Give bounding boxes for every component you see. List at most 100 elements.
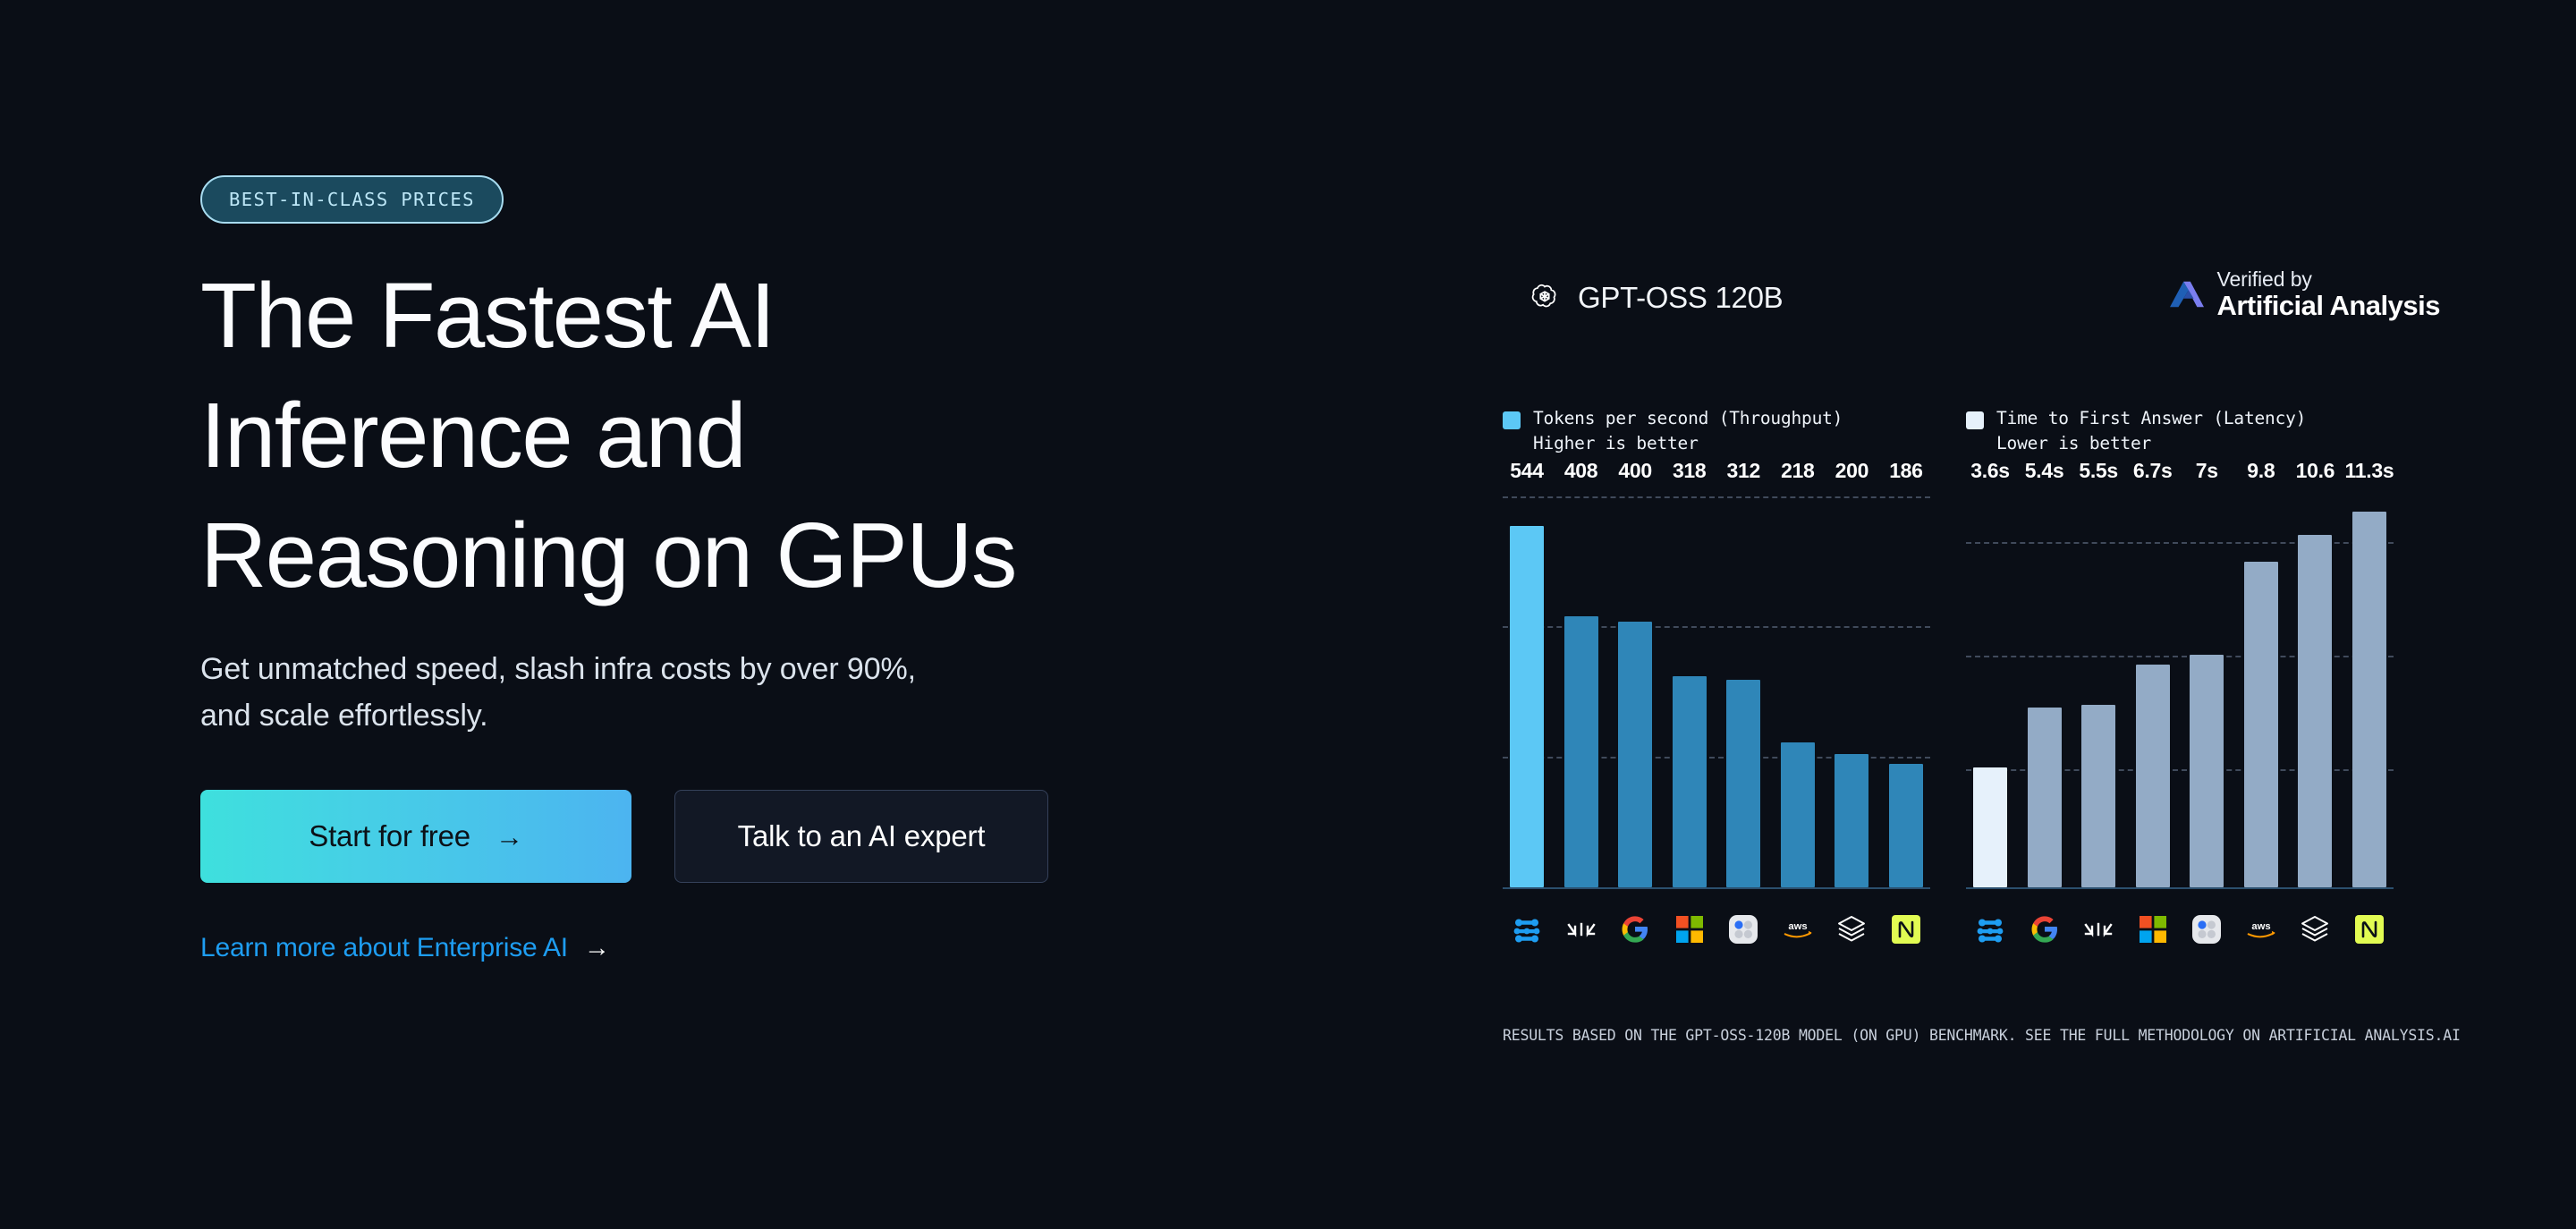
bar-rect: 408: [1563, 459, 1598, 887]
bar-sambanova: 5.5s: [2079, 459, 2118, 887]
nebius-logo-icon: [1510, 912, 1544, 946]
aws-logo-icon: aws: [1781, 912, 1815, 946]
model-tag: GPT-OSS 120B: [1528, 268, 1784, 315]
bar-value-label: 5.4s: [2024, 459, 2064, 482]
arrow-right-icon: →: [495, 820, 523, 852]
bar-nscale: 11.3s: [2345, 459, 2394, 887]
talk-to-ai-expert-button[interactable]: Talk to an AI expert: [674, 790, 1048, 884]
bar-rect: 9.8: [2243, 459, 2278, 887]
sambanova-logo-icon: [1564, 912, 1598, 946]
bar-nebius: 544: [1510, 459, 1544, 887]
microsoft-logo-icon: [2136, 912, 2170, 946]
bar-groq: 312: [1726, 459, 1760, 887]
bar-value-label: 318: [1672, 459, 1707, 482]
latency-legend-subtitle: Lower is better: [1996, 433, 2152, 454]
cta-button-row: Start for free → Talk to an AI expert: [200, 790, 1363, 884]
bar-microsoft: 6.7s: [2133, 459, 2173, 887]
throughput-bars: 544 408 400 318 312 218 200 186: [1503, 459, 1930, 887]
bar-aws: 218: [1780, 459, 1815, 887]
aws-logo-icon: aws: [2244, 912, 2278, 946]
latency-legend: Time to First Answer (Latency) Lower is …: [1966, 406, 2394, 465]
gridline: [1966, 656, 2394, 658]
bar-nscale: 186: [1888, 459, 1923, 887]
artificial-analysis-logo-icon: [2170, 277, 2205, 311]
gridline: [1966, 769, 2394, 772]
verified-by-badge: Verified by Artificial Analysis: [2170, 268, 2440, 320]
sambanova-logo-icon: [2081, 912, 2115, 946]
hero-subheading: Get unmatched speed, slash infra costs b…: [200, 646, 1148, 740]
throughput-legend-text: Tokens per second (Throughput) Higher is…: [1533, 406, 1843, 457]
bar-value-label: 5.5s: [2079, 459, 2118, 482]
throughput-legend-title: Tokens per second (Throughput): [1533, 408, 1843, 428]
bar-value-label: 218: [1781, 459, 1815, 482]
google-logo-icon: [2028, 912, 2062, 946]
latency-provider-logos: aws: [1966, 909, 2394, 950]
latency-legend-title: Time to First Answer (Latency): [1996, 408, 2307, 428]
subhead-line-1: Get unmatched speed, slash infra costs b…: [200, 651, 916, 686]
gridline: [1503, 496, 1930, 498]
bar-rect: 6.7s: [2133, 459, 2173, 887]
latency-legend-text: Time to First Answer (Latency) Lower is …: [1996, 406, 2306, 457]
verified-by-text: Verified by Artificial Analysis: [2216, 268, 2440, 321]
benchmark-panel: GPT-OSS 120B Verified by Artificial Anal…: [1503, 268, 2461, 1044]
bar-value-label: 408: [1563, 459, 1598, 482]
bar-value-label: 312: [1726, 459, 1761, 482]
legend-swatch-latency: [1966, 411, 1984, 429]
latency-plot-area: 3.6s 5.4s 5.5s 6.7s 7s 9.8 10.6 11.3s: [1966, 459, 2394, 889]
throughput-plot-area: 544 408 400 318 312 218 200 186: [1503, 459, 1930, 889]
bar-rect: 200: [1835, 459, 1868, 887]
latency-chart: Time to First Answer (Latency) Lower is …: [1966, 406, 2394, 950]
gridline: [1503, 626, 1930, 629]
microsoft-logo-icon: [1673, 912, 1707, 946]
bar-rect: 5.5s: [2079, 459, 2118, 887]
legend-swatch-throughput: [1503, 411, 1521, 429]
throughput-legend: Tokens per second (Throughput) Higher is…: [1503, 406, 1930, 465]
bar-rect: 318: [1672, 459, 1707, 887]
panel-header: GPT-OSS 120B Verified by Artificial Anal…: [1503, 268, 2451, 340]
bar-rect: 544: [1510, 459, 1544, 887]
start-for-free-button[interactable]: Start for free →: [200, 790, 631, 884]
groq-logo-icon: [1726, 912, 1760, 946]
bar-rect: 312: [1726, 459, 1760, 887]
latency-bars: 3.6s 5.4s 5.5s 6.7s 7s 9.8 10.6 11.3s: [1966, 459, 2394, 887]
throughput-provider-logos: aws: [1503, 909, 1930, 950]
bar-rect: 218: [1780, 459, 1815, 887]
bar-rect: 7s: [2190, 459, 2224, 887]
gridline: [1966, 542, 2394, 545]
headline-line-2: Inference and: [200, 383, 747, 487]
best-in-class-prices-badge: BEST-IN-CLASS PRICES: [200, 175, 504, 224]
svg-text:aws: aws: [1788, 921, 1807, 932]
nscale-logo-icon: [1889, 912, 1923, 946]
bar-rect: 186: [1888, 459, 1923, 887]
openai-logo-icon: [1528, 281, 1562, 315]
bar-rect: 3.6s: [1970, 459, 2010, 887]
bar-rect: 400: [1618, 459, 1652, 887]
methodology-footnote: RESULTS BASED ON THE GPT-OSS-120B MODEL …: [1503, 1027, 2461, 1044]
bar-value-label: 400: [1618, 459, 1652, 482]
bar-value-label: 11.3s: [2344, 459, 2394, 482]
artificial-analysis-label: Artificial Analysis: [2216, 289, 2440, 321]
databricks-logo-icon: [2298, 912, 2332, 946]
bar-google: 5.4s: [2025, 459, 2064, 887]
bar-databricks: 10.6: [2296, 459, 2334, 887]
bar-value-label: 544: [1510, 459, 1544, 482]
bar-nebius: 3.6s: [1970, 459, 2010, 887]
bar-value-label: 186: [1889, 459, 1923, 482]
learn-more-enterprise-ai-link[interactable]: Learn more about Enterprise AI →: [200, 933, 610, 963]
subhead-line-2: and scale effortlessly.: [200, 699, 488, 733]
groq-logo-icon: [2190, 912, 2224, 946]
nebius-logo-icon: [1973, 912, 2007, 946]
google-logo-icon: [1618, 912, 1652, 946]
bar-databricks: 200: [1835, 459, 1868, 887]
bar-rect: 10.6: [2296, 459, 2334, 887]
bar-google: 400: [1618, 459, 1652, 887]
bar-value-label: 3.6s: [1970, 459, 2010, 482]
bar-value-label: 200: [1835, 459, 1869, 482]
bar-groq: 7s: [2190, 459, 2224, 887]
bar-value-label: 6.7s: [2132, 459, 2173, 482]
hero-content: BEST-IN-CLASS PRICES The Fastest AI Infe…: [200, 175, 1363, 963]
arrow-right-icon: →: [583, 933, 610, 962]
gridline: [1503, 757, 1930, 759]
svg-text:aws: aws: [2251, 921, 2270, 932]
